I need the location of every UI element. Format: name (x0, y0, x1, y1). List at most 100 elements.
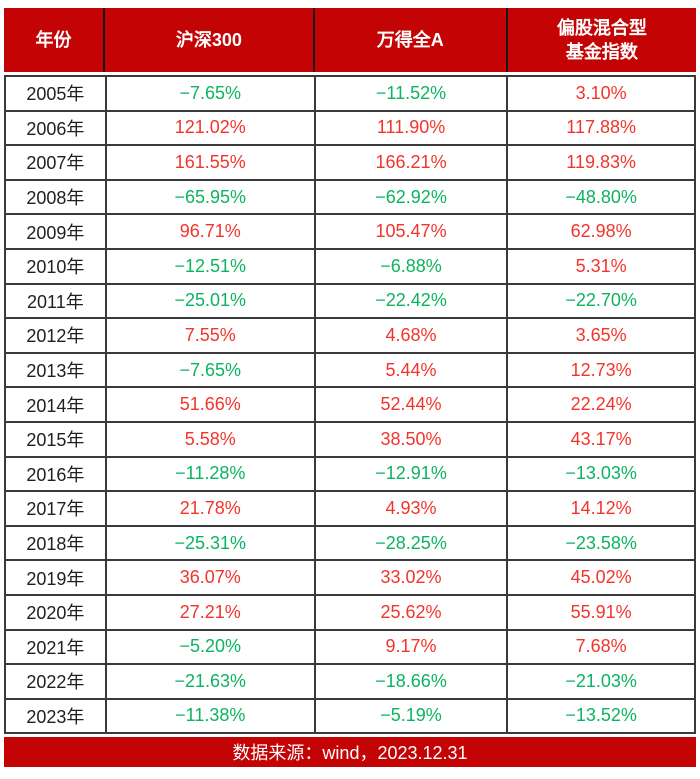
table-header-row: 年份 沪深300 万得全A 偏股混合型 基金指数 (4, 8, 696, 72)
value-cell: −12.91% (315, 457, 509, 493)
value-cell: −25.31% (106, 526, 316, 562)
value-cell: 7.68% (508, 630, 696, 666)
year-cell: 2008年 (6, 180, 107, 216)
table-body: 2005年 −7.65% −11.52% 3.10% 2006年 121.02%… (4, 75, 696, 735)
table-row: 2013年 −7.65% 5.44% 12.73% (6, 353, 696, 389)
value-cell: −18.66% (315, 665, 509, 700)
value-cell: −11.38% (106, 699, 316, 735)
value-cell: −62.92% (315, 180, 509, 216)
year-cell: 2014年 (6, 388, 107, 423)
header-year: 年份 (4, 8, 106, 72)
table-row: 2014年 51.66% 52.44% 22.24% (6, 388, 696, 423)
value-cell: 21.78% (106, 492, 316, 527)
value-cell: −48.80% (508, 180, 696, 216)
table-row: 2006年 121.02% 111.90% 117.88% (6, 111, 696, 147)
table-row: 2022年 −21.63% −18.66% −21.03% (6, 665, 696, 700)
year-cell: 2005年 (6, 77, 107, 112)
table-row: 2017年 21.78% 4.93% 14.12% (6, 492, 696, 527)
value-cell: 38.50% (315, 422, 509, 458)
table-row: 2023年 −11.38% −5.19% −13.52% (6, 699, 696, 735)
year-cell: 2012年 (6, 319, 107, 354)
value-cell: −22.70% (508, 284, 696, 320)
value-cell: 52.44% (315, 388, 509, 423)
year-cell: 2016年 (6, 457, 107, 493)
year-cell: 2006年 (6, 111, 107, 147)
value-cell: −6.88% (315, 249, 509, 285)
value-cell: 14.12% (508, 492, 696, 527)
table-row: 2012年 7.55% 4.68% 3.65% (6, 319, 696, 354)
value-cell: 43.17% (508, 422, 696, 458)
table-row: 2010年 −12.51% −6.88% 5.31% (6, 249, 696, 285)
value-cell: 51.66% (106, 388, 316, 423)
value-cell: 3.65% (508, 319, 696, 354)
value-cell: 5.44% (315, 353, 509, 389)
year-cell: 2007年 (6, 146, 107, 181)
year-cell: 2015年 (6, 422, 107, 458)
value-cell: 3.10% (508, 77, 696, 112)
year-cell: 2009年 (6, 215, 107, 250)
year-cell: 2019年 (6, 561, 107, 596)
value-cell: 119.83% (508, 146, 696, 181)
value-cell: 166.21% (315, 146, 509, 181)
value-cell: 27.21% (106, 595, 316, 631)
value-cell: 4.93% (315, 492, 509, 527)
value-cell: 33.02% (315, 561, 509, 596)
year-cell: 2018年 (6, 526, 107, 562)
table-row: 2021年 −5.20% 9.17% 7.68% (6, 630, 696, 666)
table-row: 2019年 36.07% 33.02% 45.02% (6, 561, 696, 596)
table-row: 2009年 96.71% 105.47% 62.98% (6, 215, 696, 250)
year-cell: 2010年 (6, 249, 107, 285)
year-cell: 2022年 (6, 665, 107, 700)
value-cell: −25.01% (106, 284, 316, 320)
table-row: 2011年 −25.01% −22.42% −22.70% (6, 284, 696, 320)
source-footer: 数据来源：wind，2023.12.31 (4, 737, 696, 768)
year-cell: 2020年 (6, 595, 107, 631)
value-cell: 4.68% (315, 319, 509, 354)
value-cell: 25.62% (315, 595, 509, 631)
year-cell: 2023年 (6, 699, 107, 735)
value-cell: 117.88% (508, 111, 696, 147)
value-cell: −5.19% (315, 699, 509, 735)
value-cell: 22.24% (508, 388, 696, 423)
value-cell: 105.47% (315, 215, 509, 250)
year-cell: 2021年 (6, 630, 107, 666)
value-cell: −7.65% (106, 77, 316, 112)
value-cell: −11.52% (315, 77, 509, 112)
value-cell: −28.25% (315, 526, 509, 562)
value-cell: −11.28% (106, 457, 316, 493)
header-hybrid-fund-index: 偏股混合型 基金指数 (556, 17, 647, 62)
value-cell: 5.31% (508, 249, 696, 285)
value-cell: 7.55% (106, 319, 316, 354)
year-cell: 2011年 (6, 284, 107, 320)
value-cell: 9.17% (315, 630, 509, 666)
value-cell: −22.42% (315, 284, 509, 320)
table-row: 2008年 −65.95% −62.92% −48.80% (6, 180, 696, 216)
value-cell: 55.91% (508, 595, 696, 631)
value-cell: −21.63% (106, 665, 316, 700)
value-cell: −13.03% (508, 457, 696, 493)
value-cell: −13.52% (508, 699, 696, 735)
value-cell: −5.20% (106, 630, 316, 666)
value-cell: 111.90% (315, 111, 509, 147)
value-cell: 96.71% (106, 215, 316, 250)
table-row: 2020年 27.21% 25.62% 55.91% (6, 595, 696, 631)
value-cell: 121.02% (106, 111, 316, 147)
source-text: 数据来源：wind，2023.12.31 (232, 743, 468, 764)
year-cell: 2017年 (6, 492, 107, 527)
table-row: 2016年 −11.28% −12.91% −13.03% (6, 457, 696, 493)
table-row: 2007年 161.55% 166.21% 119.83% (6, 146, 696, 181)
year-cell: 2013年 (6, 353, 107, 389)
annual-returns-table: 年份 沪深300 万得全A 偏股混合型 基金指数 2005年 −7.65% −1… (4, 8, 696, 768)
value-cell: −7.65% (106, 353, 316, 389)
table-row: 2018年 −25.31% −28.25% −23.58% (6, 526, 696, 562)
value-cell: −12.51% (106, 249, 316, 285)
table-row: 2005年 −7.65% −11.52% 3.10% (6, 77, 696, 112)
value-cell: 5.58% (106, 422, 316, 458)
value-cell: −23.58% (508, 526, 696, 562)
value-cell: −21.03% (508, 665, 696, 700)
value-cell: −65.95% (106, 180, 316, 216)
table-row: 2015年 5.58% 38.50% 43.17% (6, 422, 696, 458)
value-cell: 62.98% (508, 215, 696, 250)
header-csi300: 沪深300 (105, 8, 315, 72)
value-cell: 161.55% (106, 146, 316, 181)
